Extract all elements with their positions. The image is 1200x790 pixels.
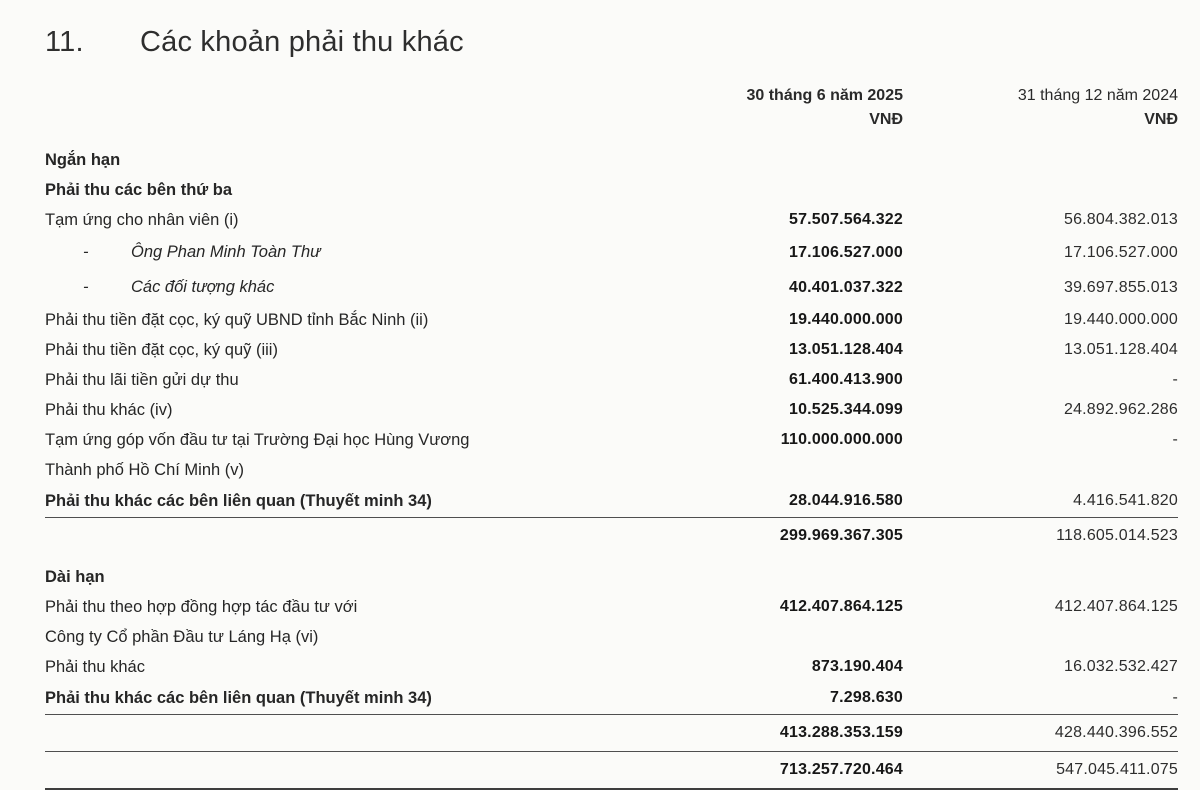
period-label-current: 30 tháng 6 năm 2025 [746, 87, 903, 104]
value-prior-period: 4.416.541.820 [1073, 492, 1178, 509]
column-header-prior-period: 31 tháng 12 năm 2024 VNĐ [903, 85, 1178, 130]
item-row: Phải thu theo hợp đồng hợp tác đầu tư vớ… [45, 592, 1178, 622]
value-current-period: 19.440.000.000 [788, 311, 903, 328]
dash-bullet: - [83, 243, 89, 261]
note-content: 11. Các khoản phải thu khác 30 tháng 6 n… [45, 0, 1178, 790]
subtotal-row: 299.969.367.305 118.605.014.523 [45, 518, 1178, 554]
row-label: Phải thu lãi tiền gửi dự thu [45, 370, 239, 389]
item-row: Phải thu tiền đặt cọc, ký quỹ UBND tỉnh … [45, 305, 1178, 335]
currency-label-prior: VNĐ [1144, 111, 1178, 128]
row-label: Phải thu các bên thứ ba [45, 180, 233, 199]
dash-bullet: - [83, 278, 89, 296]
bold-row: Phải thu khác các bên liên quan (Thuyết … [45, 485, 1178, 518]
row-label: Phải thu tiền đặt cọc, ký quỹ UBND tỉnh … [45, 310, 429, 329]
value-prior-period: 13.051.128.404 [1063, 341, 1178, 358]
row-label: Thành phố Hồ Chí Minh (v) [45, 460, 245, 479]
value-prior-period: - [1172, 431, 1178, 448]
row-label: Ngắn hạn [45, 150, 121, 169]
note-number: 11. [45, 26, 84, 58]
value-prior-period: 412.407.864.125 [1054, 598, 1178, 615]
value-current-period: 7.298.630 [830, 689, 903, 706]
subitem-row: - Ông Phan Minh Toàn Thư 17.106.527.000 17.… [45, 235, 1178, 270]
section-row: Ngắn hạn [45, 145, 1178, 175]
value-current-period: 10.525.344.099 [788, 401, 903, 418]
row-label: Phải thu khác các bên liên quan (Thuyết … [45, 688, 432, 707]
note-title-row: 11. Các khoản phải thu khác [45, 26, 1178, 59]
value-current-period: 57.507.564.322 [788, 211, 903, 228]
subitem-row: - Các đối tượng khác 40.401.037.322 39.697.… [45, 270, 1178, 305]
row-label: Phải thu theo hợp đồng hợp tác đầu tư vớ… [45, 597, 358, 616]
table-header: 30 tháng 6 năm 2025 VNĐ 31 tháng 12 năm … [45, 85, 1178, 130]
row-label: Dài hạn [45, 567, 105, 586]
value-prior-period: 547.045.411.075 [1056, 761, 1178, 778]
row-label: Công ty Cổ phần Đầu tư Láng Hạ (vi) [45, 627, 319, 646]
row-label: Tạm ứng góp vốn đầu tư tại Trường Đại họ… [45, 430, 470, 449]
item-row: Phải thu tiền đặt cọc, ký quỹ (iii) 13.05… [45, 335, 1178, 365]
value-prior-period: 19.440.000.000 [1063, 311, 1178, 328]
item-row: Phải thu lãi tiền gửi dự thu 61.400.413.9… [45, 365, 1178, 395]
value-current-period: 61.400.413.900 [788, 371, 903, 388]
item-row: Thành phố Hồ Chí Minh (v) [45, 455, 1178, 485]
table-rows: Ngắn hạn Phải thu các bên thứ ba Tạm ứng c… [45, 145, 1178, 790]
item-row: Phải thu khác 873.190.404 16.032.532.427 [45, 652, 1178, 682]
value-current-period: 413.288.353.159 [779, 724, 903, 741]
value-prior-period: 56.804.382.013 [1063, 211, 1178, 228]
item-row: Tạm ứng cho nhân viên (i) 57.507.564.322 5… [45, 205, 1178, 235]
total-row: 713.257.720.464 547.045.411.075 [45, 752, 1178, 790]
value-current-period: 13.051.128.404 [788, 341, 903, 358]
section-row: Phải thu các bên thứ ba [45, 175, 1178, 205]
row-label: Phải thu khác các bên liên quan (Thuyết … [45, 491, 432, 510]
value-prior-period: 17.106.527.000 [1063, 243, 1178, 261]
row-label-text: Các đối tượng khác [131, 278, 275, 296]
row-label: - Ông Phan Minh Toàn Thư [45, 243, 653, 262]
value-current-period: 40.401.037.322 [788, 278, 903, 296]
value-current-period: 873.190.404 [811, 658, 903, 675]
row-label: Tạm ứng cho nhân viên (i) [45, 210, 239, 229]
value-prior-period: 24.892.962.286 [1063, 401, 1178, 418]
period-label-prior: 31 tháng 12 năm 2024 [1017, 87, 1178, 104]
bold-row: Phải thu khác các bên liên quan (Thuyết … [45, 682, 1178, 715]
item-row: Công ty Cổ phần Đầu tư Láng Hạ (vi) [45, 622, 1178, 652]
column-header-current-period: 30 tháng 6 năm 2025 VNĐ [653, 85, 903, 130]
subtotal-row: 413.288.353.159 428.440.396.552 [45, 715, 1178, 752]
row-label: - Các đối tượng khác [45, 278, 653, 297]
header-spacer [45, 85, 653, 130]
note-title: Các khoản phải thu khác [140, 26, 464, 58]
value-current-period: 713.257.720.464 [779, 761, 903, 778]
value-current-period: 412.407.864.125 [779, 598, 903, 615]
item-row: Phải thu khác (iv) 10.525.344.099 24.892.9… [45, 395, 1178, 425]
value-prior-period: 118.605.014.523 [1056, 527, 1178, 544]
value-prior-period: 39.697.855.013 [1063, 278, 1178, 296]
section-row: Dài hạn [45, 562, 1178, 592]
value-current-period: 110.000.000.000 [780, 431, 903, 448]
row-label-text: Ông Phan Minh Toàn Thư [131, 243, 321, 261]
value-prior-period: 428.440.396.552 [1054, 724, 1178, 741]
row-label: Phải thu khác [45, 657, 145, 676]
value-prior-period: - [1172, 371, 1178, 388]
row-label: Phải thu tiền đặt cọc, ký quỹ (iii) [45, 340, 278, 359]
value-prior-period: 16.032.532.427 [1063, 658, 1178, 675]
item-row: Tạm ứng góp vốn đầu tư tại Trường Đại họ… [45, 425, 1178, 455]
value-current-period: 299.969.367.305 [779, 527, 903, 544]
value-current-period: 17.106.527.000 [788, 243, 903, 261]
value-prior-period: - [1172, 689, 1178, 706]
currency-label-current: VNĐ [869, 111, 903, 128]
row-label: Phải thu khác (iv) [45, 400, 173, 419]
value-current-period: 28.044.916.580 [788, 492, 903, 509]
